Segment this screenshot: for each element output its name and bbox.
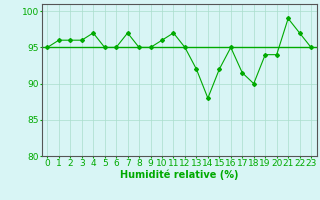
- X-axis label: Humidité relative (%): Humidité relative (%): [120, 169, 238, 180]
